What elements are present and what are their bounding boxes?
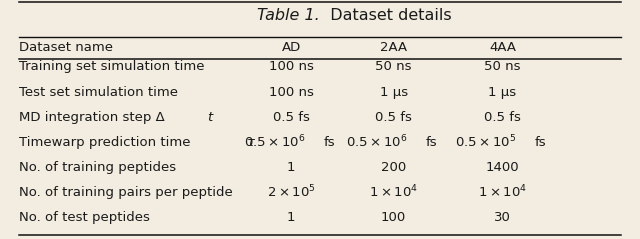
Text: 1: 1 (287, 211, 296, 224)
Text: $\tau$: $\tau$ (246, 136, 256, 149)
Text: 0.5 fs: 0.5 fs (273, 111, 310, 124)
Text: 1 μs: 1 μs (488, 86, 516, 98)
Text: 200: 200 (381, 161, 406, 174)
Text: $t$: $t$ (207, 111, 215, 124)
Text: $1 \times 10^{4}$: $1 \times 10^{4}$ (369, 184, 418, 201)
Text: 4AA: 4AA (489, 41, 516, 54)
Text: 100 ns: 100 ns (269, 86, 314, 98)
Text: MD integration step Δ: MD integration step Δ (19, 111, 165, 124)
Text: No. of training peptides: No. of training peptides (19, 161, 177, 174)
Text: 0.5 fs: 0.5 fs (484, 111, 521, 124)
Text: fs: fs (323, 136, 335, 149)
Text: 2AA: 2AA (380, 41, 407, 54)
Text: Dataset name: Dataset name (19, 41, 113, 54)
Text: $0.5 \times 10^{5}$: $0.5 \times 10^{5}$ (455, 134, 516, 151)
Text: fs: fs (426, 136, 438, 149)
Text: 30: 30 (494, 211, 511, 224)
Text: 1 μs: 1 μs (380, 86, 408, 98)
Text: Test set simulation time: Test set simulation time (19, 86, 178, 98)
Text: 100: 100 (381, 211, 406, 224)
Text: Training set simulation time: Training set simulation time (19, 60, 205, 73)
Text: 1400: 1400 (486, 161, 519, 174)
Text: No. of training pairs per peptide: No. of training pairs per peptide (19, 186, 233, 199)
Text: 50 ns: 50 ns (484, 60, 521, 73)
Text: 0.5 fs: 0.5 fs (375, 111, 412, 124)
Text: $0.5 \times 10^{6}$: $0.5 \times 10^{6}$ (244, 134, 305, 151)
Text: 1: 1 (287, 161, 296, 174)
Text: Dataset details: Dataset details (320, 8, 452, 23)
Text: AD: AD (282, 41, 301, 54)
Text: 50 ns: 50 ns (375, 60, 412, 73)
Text: 100 ns: 100 ns (269, 60, 314, 73)
Text: fs: fs (534, 136, 546, 149)
Text: $2 \times 10^{5}$: $2 \times 10^{5}$ (267, 184, 316, 201)
Text: $1 \times 10^{4}$: $1 \times 10^{4}$ (478, 184, 527, 201)
Text: Timewarp prediction time: Timewarp prediction time (19, 136, 195, 149)
Text: No. of test peptides: No. of test peptides (19, 211, 150, 224)
Text: Table 1.: Table 1. (257, 8, 320, 23)
Text: $0.5 \times 10^{6}$: $0.5 \times 10^{6}$ (346, 134, 408, 151)
